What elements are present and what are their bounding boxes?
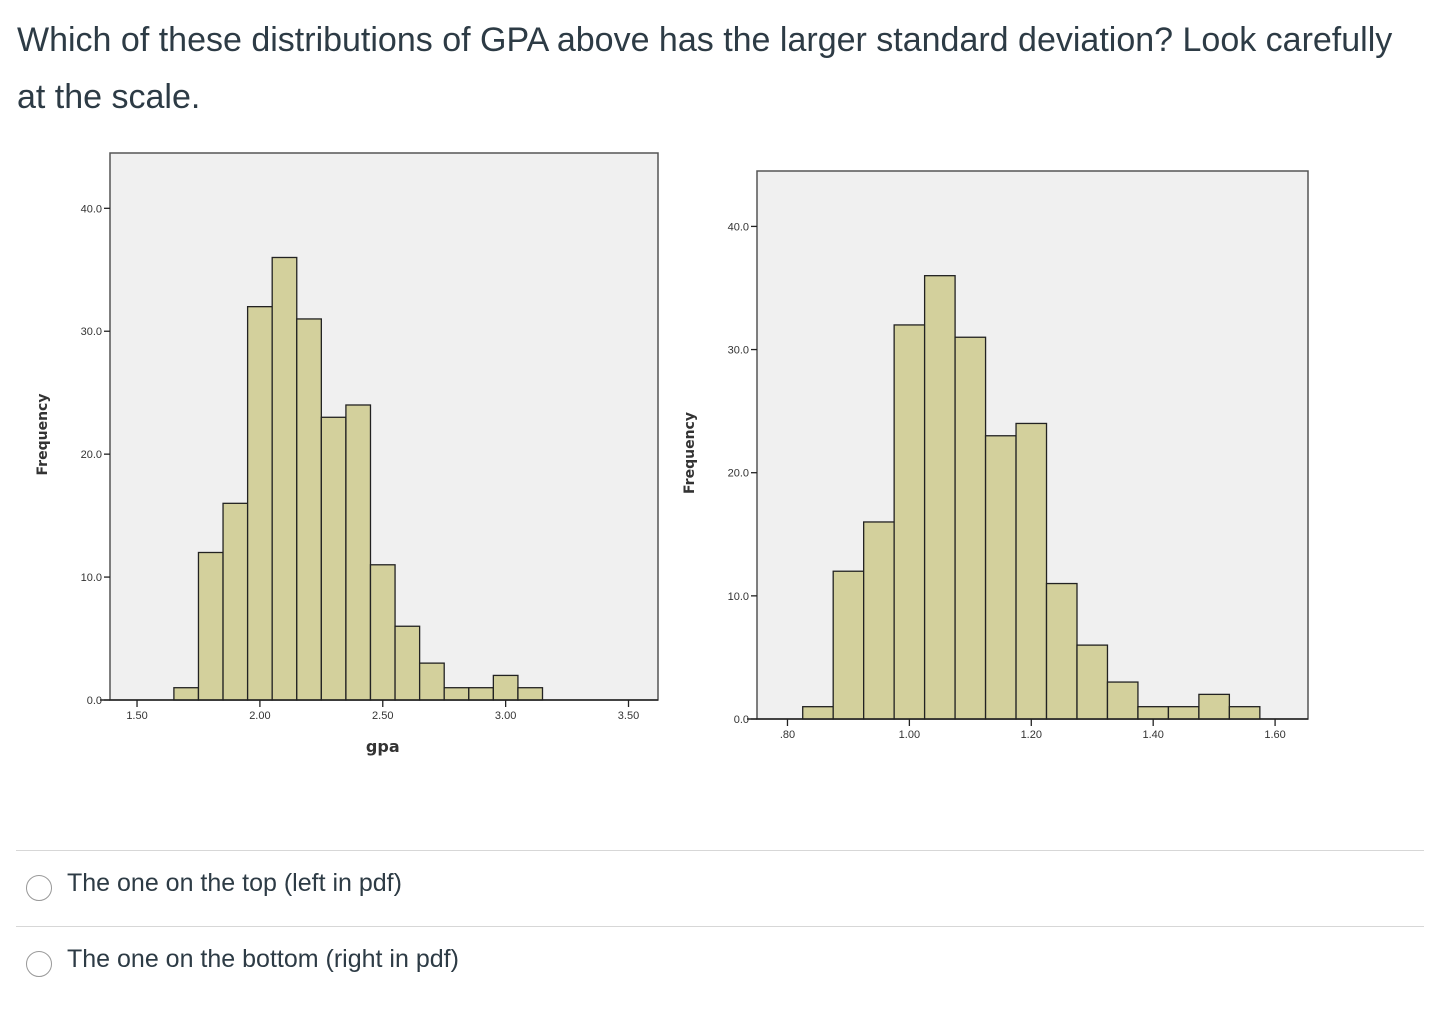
y-tick-label: 0.0 — [87, 695, 102, 707]
histogram-bar — [923, 275, 956, 720]
y-tick-label: 0.0 — [734, 714, 749, 726]
y-axis-label: Frequency — [682, 412, 698, 494]
histogram-bar — [271, 256, 298, 701]
histogram-bar — [443, 687, 470, 701]
radio-button-top[interactable] — [26, 875, 52, 901]
histogram-bar — [418, 662, 445, 701]
histogram-bar — [802, 706, 834, 720]
answer-option-top[interactable]: The one on the top (left in pdf) — [16, 850, 1424, 926]
x-tick-label: 1.00 — [899, 729, 920, 741]
y-tick-label: 40.0 — [81, 203, 102, 215]
histogram-bar — [863, 521, 895, 720]
y-axis-label: Frequency — [35, 394, 51, 476]
histogram-bar — [1015, 422, 1048, 720]
histogram-bar — [468, 687, 495, 701]
histogram-bar — [197, 551, 224, 701]
y-tick-label: 20.0 — [81, 449, 102, 461]
x-tick-label: 1.60 — [1264, 729, 1285, 741]
histogram-bar — [296, 318, 322, 701]
histogram-bar — [1167, 706, 1200, 720]
x-tick-label: 1.20 — [1021, 729, 1042, 741]
y-tick-label: 20.0 — [728, 468, 749, 480]
x-tick-label: 2.50 — [372, 710, 393, 722]
histogram-bar — [1076, 644, 1109, 720]
y-tick-label: 30.0 — [81, 326, 102, 338]
histogram-bar — [1137, 706, 1170, 720]
histograms: 1.50 2.00 2.50 3.00 3.50 0.0 10.0 20.0 30.0 40.0 g… — [35, 152, 1309, 756]
y-tick-label: 40.0 — [728, 221, 749, 233]
histogram-1: 1.50 2.00 2.50 3.00 3.50 0.0 10.0 20.0 30.0 40.0 g… — [35, 152, 659, 756]
histogram-bar — [492, 674, 519, 701]
x-tick-label: 1.50 — [126, 710, 147, 722]
option-label: The one on the top (left in pdf) — [67, 869, 402, 897]
answer-option-bottom[interactable]: The one on the bottom (right in pdf) — [16, 926, 1424, 1002]
histogram-bar — [345, 404, 372, 701]
y-tick-label: 10.0 — [81, 572, 102, 584]
histogram-bar — [222, 502, 249, 701]
x-tick-label: 3.00 — [495, 710, 516, 722]
histogram-bar — [984, 435, 1017, 720]
x-tick-label: 3.50 — [618, 710, 639, 722]
histogram-2: .80 1.00 1.20 1.40 1.60 0.0 10.0 20.0 30.0 40.0 Fr… — [682, 170, 1309, 741]
histogram-bar — [1106, 681, 1139, 720]
histogram-bar — [954, 336, 987, 720]
histogram-bar — [517, 687, 544, 701]
y-tick-label: 10.0 — [728, 591, 749, 603]
radio-button-bottom[interactable] — [26, 951, 52, 977]
histogram-bar — [394, 625, 421, 701]
histogram-bar — [1198, 693, 1231, 720]
histogram-bar — [1228, 706, 1261, 720]
histogram-bar — [173, 687, 200, 701]
histogram-bar — [246, 306, 273, 701]
x-tick-label: 2.00 — [249, 710, 270, 722]
histogram-bar — [1045, 582, 1078, 720]
histogram-bar — [832, 570, 865, 720]
histogram-bar — [893, 324, 926, 720]
x-tick-label: .80 — [780, 729, 795, 741]
x-axis-label: gpa — [366, 737, 400, 756]
histogram-bar — [320, 416, 347, 701]
y-tick-label: 30.0 — [728, 345, 749, 357]
option-label: The one on the bottom (right in pdf) — [67, 945, 459, 973]
x-tick-label: 1.40 — [1142, 729, 1163, 741]
histogram-bar — [369, 564, 396, 701]
question-text: Which of these distributions of GPA abov… — [17, 21, 1393, 116]
